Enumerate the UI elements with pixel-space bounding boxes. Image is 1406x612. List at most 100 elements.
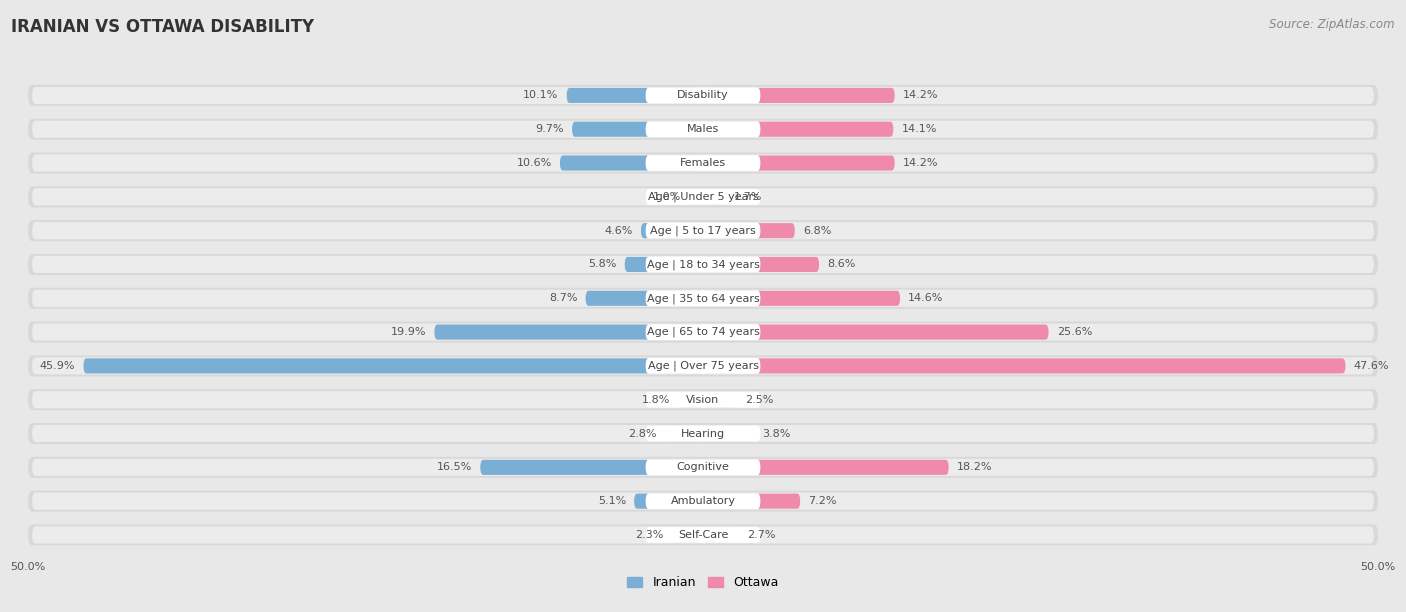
FancyBboxPatch shape	[434, 324, 703, 340]
Text: 2.8%: 2.8%	[628, 428, 657, 439]
Text: Hearing: Hearing	[681, 428, 725, 439]
FancyBboxPatch shape	[28, 524, 1378, 545]
Text: Ambulatory: Ambulatory	[671, 496, 735, 506]
FancyBboxPatch shape	[645, 358, 761, 374]
Text: 14.2%: 14.2%	[903, 91, 938, 100]
FancyBboxPatch shape	[32, 256, 1374, 273]
Text: Vision: Vision	[686, 395, 720, 405]
FancyBboxPatch shape	[703, 359, 1346, 373]
FancyBboxPatch shape	[624, 257, 703, 272]
FancyBboxPatch shape	[703, 528, 740, 542]
FancyBboxPatch shape	[703, 88, 894, 103]
FancyBboxPatch shape	[32, 188, 1374, 206]
FancyBboxPatch shape	[689, 189, 703, 204]
FancyBboxPatch shape	[645, 88, 761, 103]
FancyBboxPatch shape	[28, 152, 1378, 174]
Text: 2.7%: 2.7%	[748, 530, 776, 540]
Text: 1.0%: 1.0%	[654, 192, 682, 202]
FancyBboxPatch shape	[32, 324, 1374, 341]
Text: 8.6%: 8.6%	[827, 259, 856, 269]
Text: Self-Care: Self-Care	[678, 530, 728, 540]
FancyBboxPatch shape	[585, 291, 703, 306]
Text: 2.5%: 2.5%	[745, 395, 773, 405]
Text: 18.2%: 18.2%	[956, 462, 993, 472]
Text: 14.2%: 14.2%	[903, 158, 938, 168]
FancyBboxPatch shape	[703, 223, 794, 238]
FancyBboxPatch shape	[572, 122, 703, 136]
FancyBboxPatch shape	[32, 222, 1374, 239]
Text: 16.5%: 16.5%	[437, 462, 472, 472]
FancyBboxPatch shape	[645, 256, 761, 272]
FancyBboxPatch shape	[703, 324, 1049, 340]
FancyBboxPatch shape	[679, 392, 703, 407]
Text: 4.6%: 4.6%	[605, 226, 633, 236]
Text: 19.9%: 19.9%	[391, 327, 426, 337]
FancyBboxPatch shape	[32, 391, 1374, 408]
FancyBboxPatch shape	[645, 223, 761, 239]
FancyBboxPatch shape	[28, 220, 1378, 241]
Text: 2.3%: 2.3%	[636, 530, 664, 540]
FancyBboxPatch shape	[28, 457, 1378, 478]
Text: 5.8%: 5.8%	[588, 259, 617, 269]
Legend: Iranian, Ottawa: Iranian, Ottawa	[623, 571, 783, 594]
FancyBboxPatch shape	[560, 155, 703, 171]
FancyBboxPatch shape	[28, 423, 1378, 444]
FancyBboxPatch shape	[703, 155, 894, 171]
Text: IRANIAN VS OTTAWA DISABILITY: IRANIAN VS OTTAWA DISABILITY	[11, 18, 315, 36]
FancyBboxPatch shape	[32, 154, 1374, 171]
Text: Age | Over 75 years: Age | Over 75 years	[648, 360, 758, 371]
FancyBboxPatch shape	[703, 392, 737, 407]
FancyBboxPatch shape	[665, 426, 703, 441]
FancyBboxPatch shape	[645, 392, 761, 408]
Text: Cognitive: Cognitive	[676, 462, 730, 472]
FancyBboxPatch shape	[32, 459, 1374, 476]
FancyBboxPatch shape	[645, 155, 761, 171]
FancyBboxPatch shape	[32, 87, 1374, 104]
FancyBboxPatch shape	[32, 425, 1374, 442]
FancyBboxPatch shape	[703, 122, 893, 136]
Text: 1.7%: 1.7%	[734, 192, 762, 202]
Text: 1.8%: 1.8%	[643, 395, 671, 405]
FancyBboxPatch shape	[28, 187, 1378, 207]
Text: 8.7%: 8.7%	[548, 293, 578, 304]
FancyBboxPatch shape	[28, 491, 1378, 512]
Text: 9.7%: 9.7%	[536, 124, 564, 134]
FancyBboxPatch shape	[645, 189, 761, 205]
FancyBboxPatch shape	[703, 426, 754, 441]
Text: 6.8%: 6.8%	[803, 226, 831, 236]
FancyBboxPatch shape	[32, 289, 1374, 307]
FancyBboxPatch shape	[641, 223, 703, 238]
FancyBboxPatch shape	[28, 389, 1378, 410]
Text: Males: Males	[688, 124, 718, 134]
Text: 45.9%: 45.9%	[39, 361, 76, 371]
FancyBboxPatch shape	[28, 85, 1378, 106]
Text: Age | 18 to 34 years: Age | 18 to 34 years	[647, 259, 759, 270]
FancyBboxPatch shape	[28, 288, 1378, 309]
Text: Age | 35 to 64 years: Age | 35 to 64 years	[647, 293, 759, 304]
FancyBboxPatch shape	[32, 357, 1374, 375]
Text: Age | Under 5 years: Age | Under 5 years	[648, 192, 758, 202]
Text: 5.1%: 5.1%	[598, 496, 626, 506]
Text: Disability: Disability	[678, 91, 728, 100]
FancyBboxPatch shape	[28, 356, 1378, 376]
FancyBboxPatch shape	[703, 291, 900, 306]
Text: 7.2%: 7.2%	[808, 496, 837, 506]
FancyBboxPatch shape	[83, 359, 703, 373]
FancyBboxPatch shape	[645, 121, 761, 137]
FancyBboxPatch shape	[645, 324, 761, 340]
FancyBboxPatch shape	[645, 527, 761, 543]
Text: Females: Females	[681, 158, 725, 168]
Text: Source: ZipAtlas.com: Source: ZipAtlas.com	[1270, 18, 1395, 31]
FancyBboxPatch shape	[645, 493, 761, 509]
Text: 47.6%: 47.6%	[1354, 361, 1389, 371]
FancyBboxPatch shape	[28, 254, 1378, 275]
FancyBboxPatch shape	[703, 189, 725, 204]
Text: 3.8%: 3.8%	[762, 428, 790, 439]
FancyBboxPatch shape	[32, 526, 1374, 543]
Text: Age | 5 to 17 years: Age | 5 to 17 years	[650, 225, 756, 236]
FancyBboxPatch shape	[645, 290, 761, 306]
FancyBboxPatch shape	[645, 425, 761, 441]
FancyBboxPatch shape	[703, 257, 820, 272]
Text: 25.6%: 25.6%	[1057, 327, 1092, 337]
FancyBboxPatch shape	[703, 460, 949, 475]
